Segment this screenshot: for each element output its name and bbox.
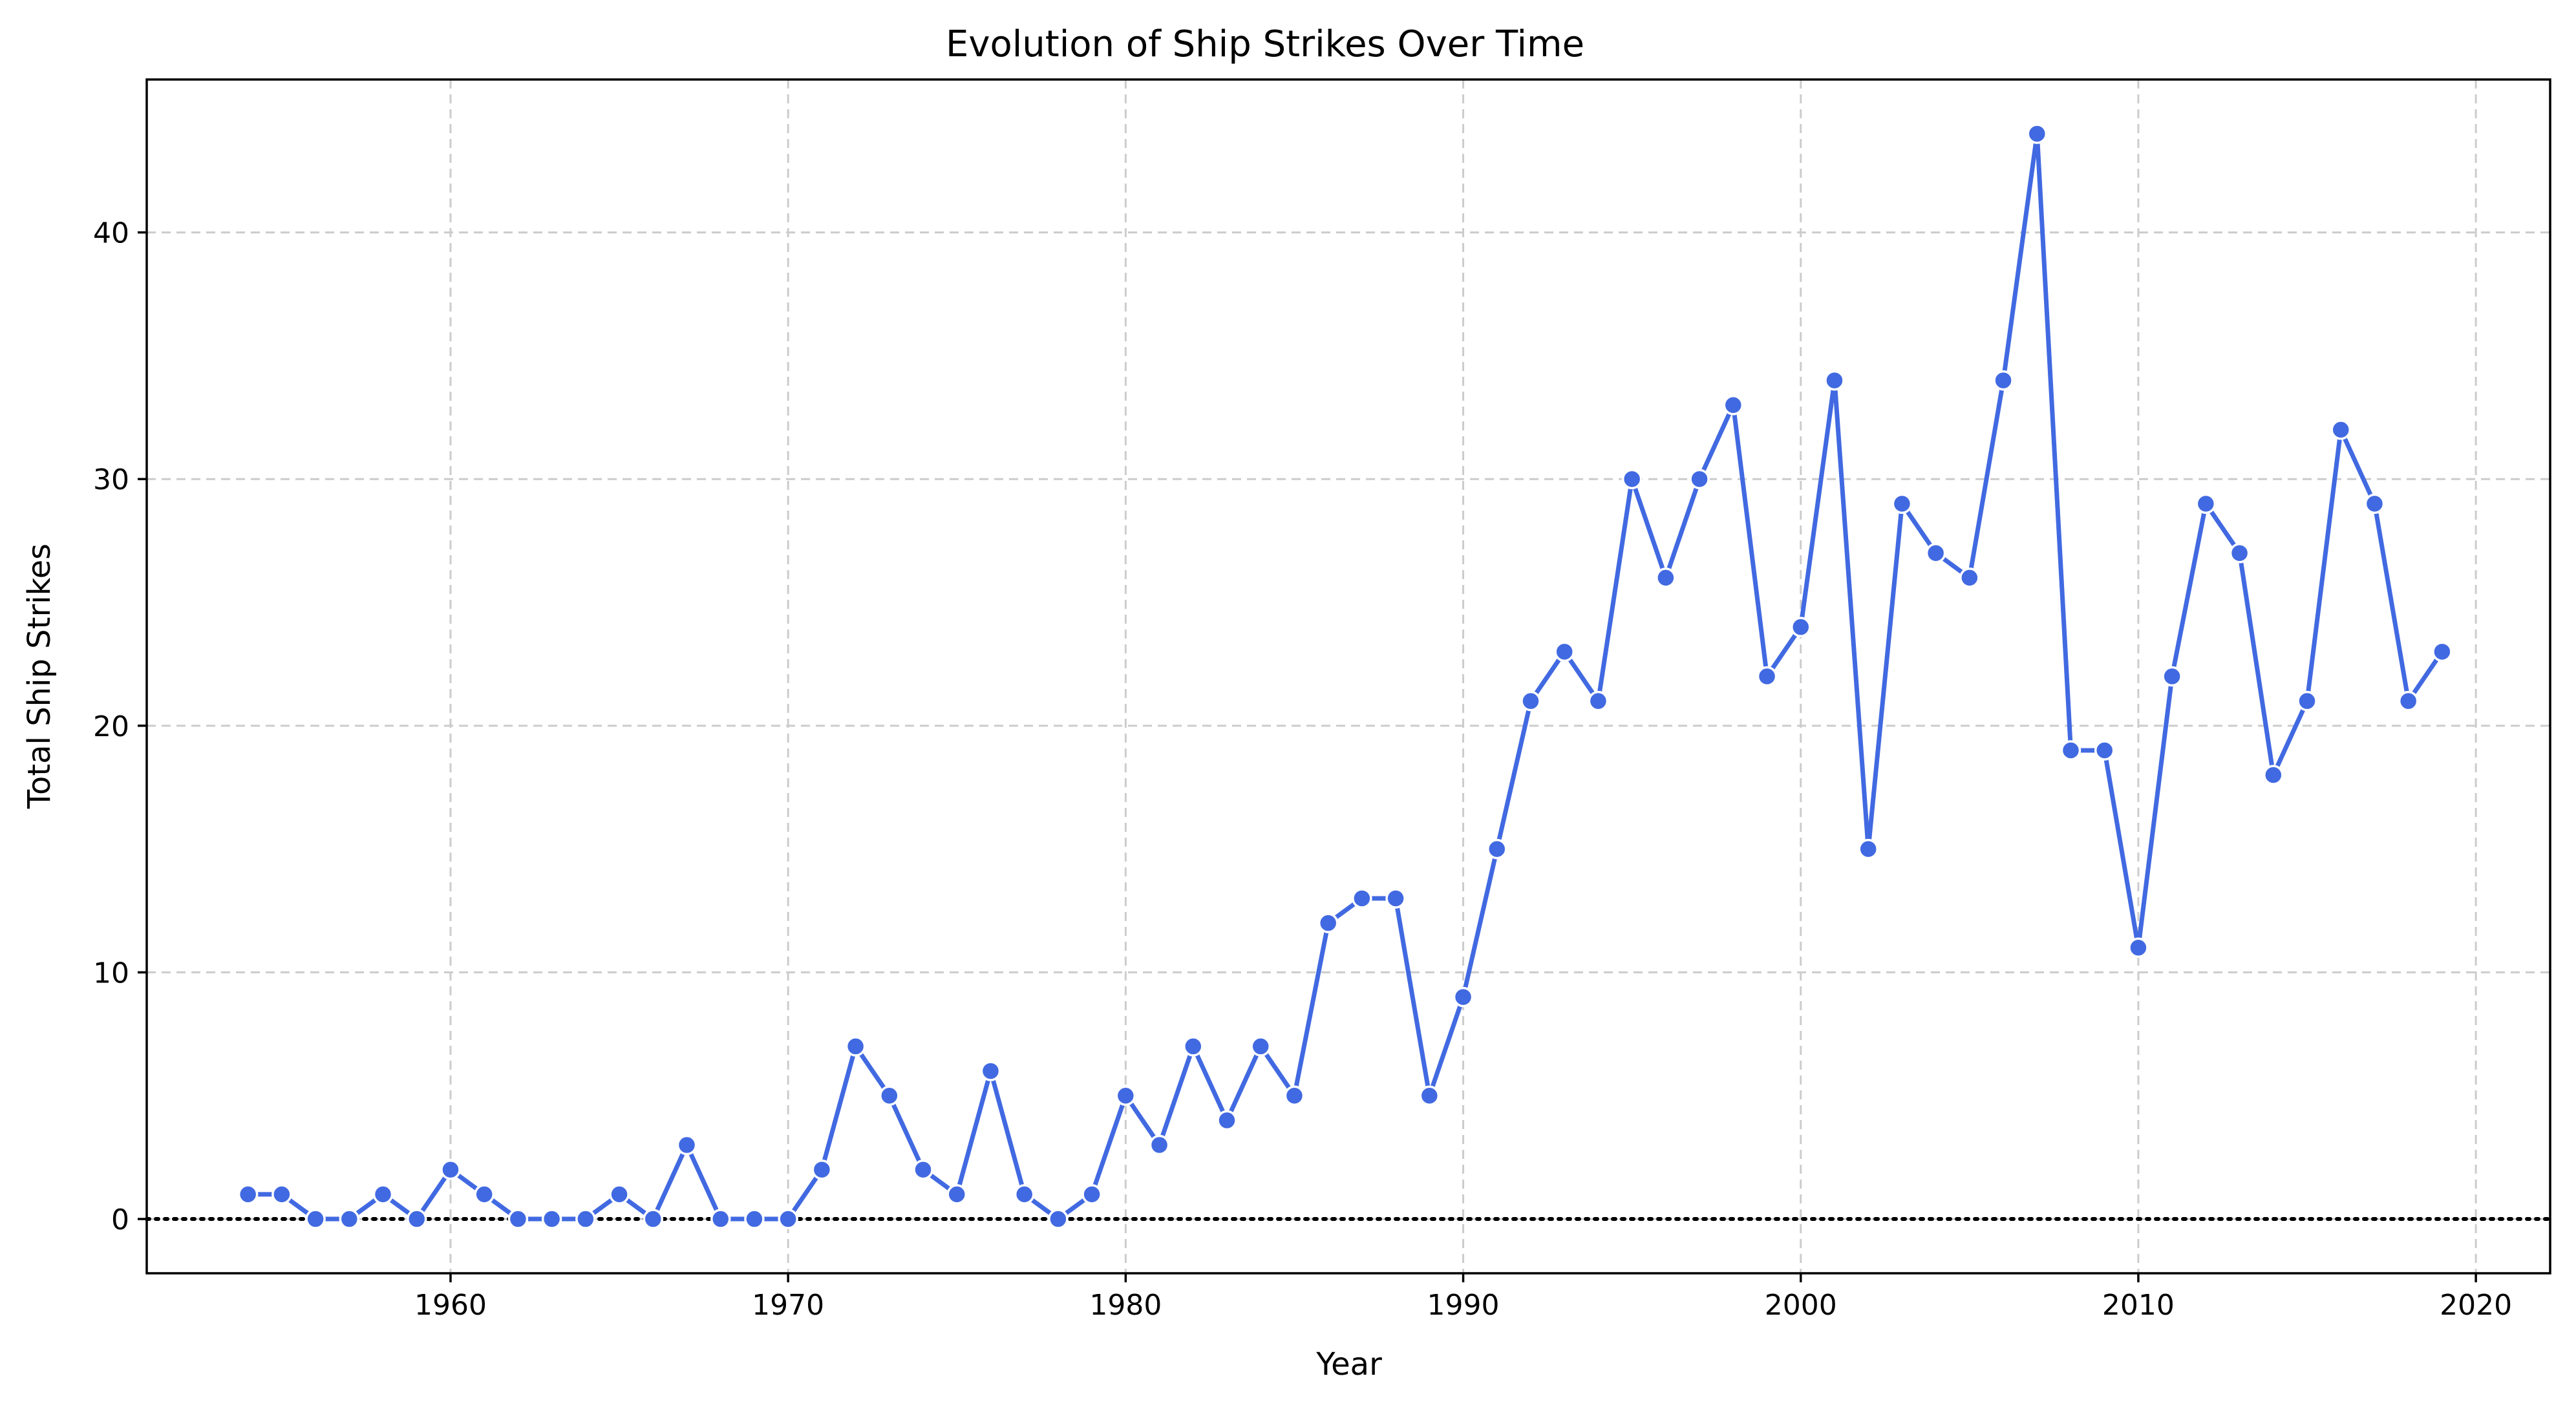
data-point	[778, 1209, 798, 1229]
data-point	[305, 1209, 326, 1229]
x-tick-label: 1990	[1427, 1289, 1500, 1322]
data-point	[2432, 641, 2453, 662]
data-point	[1959, 567, 1980, 588]
data-point	[2094, 740, 2115, 761]
data-point	[1352, 888, 1372, 909]
data-point	[2330, 419, 2351, 440]
data-point	[2060, 740, 2081, 761]
data-point	[237, 1184, 259, 1205]
data-point	[2229, 542, 2250, 564]
data-point	[1284, 1085, 1305, 1106]
data-point	[2398, 690, 2419, 712]
chart-title: Evolution of Ship Strikes Over Time	[946, 23, 1584, 65]
data-point	[271, 1184, 292, 1205]
data-point	[845, 1036, 866, 1057]
data-point	[1891, 493, 1913, 514]
data-point	[1925, 542, 1946, 564]
y-tick-label: 10	[93, 957, 129, 990]
data-point	[2263, 765, 2284, 785]
data-point	[1655, 567, 1676, 588]
data-point	[339, 1209, 360, 1229]
data-point	[1419, 1085, 1440, 1106]
data-point	[1183, 1036, 1204, 1057]
data-point	[2364, 493, 2385, 514]
data-point	[1756, 666, 1778, 687]
data-point	[744, 1209, 765, 1229]
data-point	[1453, 986, 1474, 1008]
data-point	[2162, 666, 2182, 687]
plot-frame	[145, 78, 2551, 1275]
data-point	[541, 1209, 562, 1229]
x-tick-label: 2000	[1765, 1289, 1837, 1322]
data-point	[913, 1159, 933, 1180]
series-line	[248, 131, 2444, 1222]
data-point	[407, 1209, 427, 1229]
y-tick-label: 30	[93, 463, 129, 496]
data-point	[1149, 1134, 1170, 1156]
y-tick-label: 0	[111, 1203, 129, 1236]
data-point	[1048, 1209, 1069, 1229]
data-point	[1317, 913, 1339, 933]
data-point	[980, 1061, 1001, 1081]
data-point	[879, 1085, 900, 1106]
data-point	[811, 1159, 833, 1180]
data-point	[440, 1159, 461, 1180]
data-point	[1520, 690, 1541, 712]
data-point	[1588, 690, 1609, 712]
data-point	[710, 1209, 731, 1229]
data-point	[1554, 641, 1575, 662]
x-tick-label: 2010	[2102, 1289, 2175, 1322]
data-point	[1385, 888, 1406, 909]
x-tick-label: 2020	[2440, 1289, 2512, 1322]
y-axis-label: Total Ship Strikes	[21, 544, 58, 809]
x-tick-label: 1980	[1089, 1289, 1162, 1322]
data-point	[1723, 394, 1744, 416]
series-layer	[237, 123, 2453, 1229]
data-point	[507, 1209, 529, 1229]
data-point	[1993, 370, 2014, 391]
y-tick-label: 40	[93, 217, 129, 250]
data-point	[2128, 937, 2149, 959]
data-point	[1858, 838, 1879, 860]
data-point	[676, 1134, 697, 1156]
data-point	[946, 1184, 968, 1205]
data-point	[1250, 1036, 1271, 1057]
data-point	[2195, 493, 2217, 514]
data-point	[643, 1209, 664, 1229]
x-tick-label: 1960	[414, 1289, 487, 1322]
data-point	[609, 1184, 630, 1205]
data-point	[2027, 123, 2048, 144]
x-tick-label: 1970	[752, 1289, 824, 1322]
y-tick-label: 20	[93, 710, 129, 743]
data-point	[372, 1184, 394, 1205]
x-axis-label: Year	[1315, 1346, 1382, 1383]
axis-ticks: 1960 1970 1980 1990 2000 2010 2020 0 10 20 30 40	[93, 217, 2512, 1322]
data-point	[1217, 1110, 1237, 1131]
data-point	[1689, 469, 1710, 489]
data-point	[2297, 690, 2317, 712]
data-point	[474, 1184, 495, 1205]
data-point	[1081, 1184, 1102, 1205]
data-point	[1790, 617, 1811, 637]
data-point	[1824, 370, 1845, 391]
data-point	[1014, 1184, 1035, 1205]
data-point	[1115, 1085, 1136, 1106]
data-point	[1621, 469, 1643, 489]
grid	[147, 79, 2550, 1273]
data-point	[575, 1209, 596, 1229]
data-point	[1487, 838, 1507, 860]
